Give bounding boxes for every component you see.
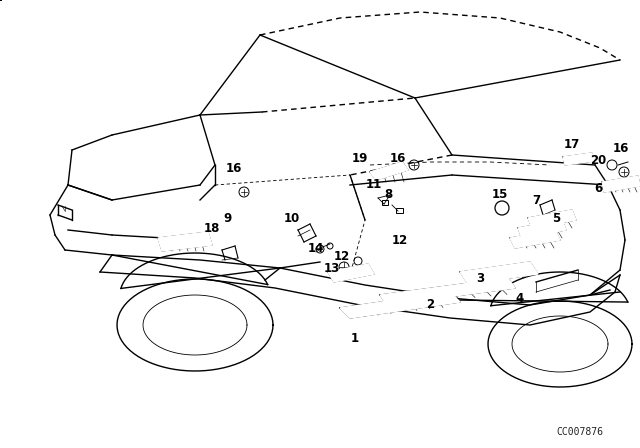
Text: 20: 20 xyxy=(590,154,606,167)
Polygon shape xyxy=(328,264,374,282)
Text: 2: 2 xyxy=(426,298,434,311)
Polygon shape xyxy=(460,262,538,284)
Text: 7: 7 xyxy=(532,194,540,207)
Polygon shape xyxy=(380,278,515,305)
Polygon shape xyxy=(602,176,640,192)
Polygon shape xyxy=(158,232,212,251)
Polygon shape xyxy=(340,292,460,318)
Text: 6: 6 xyxy=(594,181,602,194)
Bar xyxy=(382,200,388,205)
Text: 12: 12 xyxy=(392,233,408,246)
Text: 1: 1 xyxy=(351,332,359,345)
Text: 16: 16 xyxy=(390,151,406,164)
Text: 10: 10 xyxy=(284,211,300,224)
Text: CC007876: CC007876 xyxy=(557,427,604,437)
Text: 19: 19 xyxy=(352,151,368,164)
Polygon shape xyxy=(563,153,594,165)
Text: 5: 5 xyxy=(552,211,560,224)
Text: 14: 14 xyxy=(308,241,324,254)
Text: 16: 16 xyxy=(226,161,242,175)
Text: 3: 3 xyxy=(476,271,484,284)
Text: 13: 13 xyxy=(324,262,340,275)
Text: 12: 12 xyxy=(334,250,350,263)
Text: 8: 8 xyxy=(384,189,392,202)
Text: 15: 15 xyxy=(492,189,508,202)
Text: 18: 18 xyxy=(204,221,220,234)
Text: 11: 11 xyxy=(366,178,382,191)
Polygon shape xyxy=(370,162,408,180)
Text: 4: 4 xyxy=(516,292,524,305)
Polygon shape xyxy=(518,220,566,238)
Bar xyxy=(396,208,403,213)
Text: 17: 17 xyxy=(564,138,580,151)
Text: 16: 16 xyxy=(613,142,629,155)
Polygon shape xyxy=(528,210,576,228)
Polygon shape xyxy=(510,230,560,248)
Text: 9: 9 xyxy=(224,211,232,224)
